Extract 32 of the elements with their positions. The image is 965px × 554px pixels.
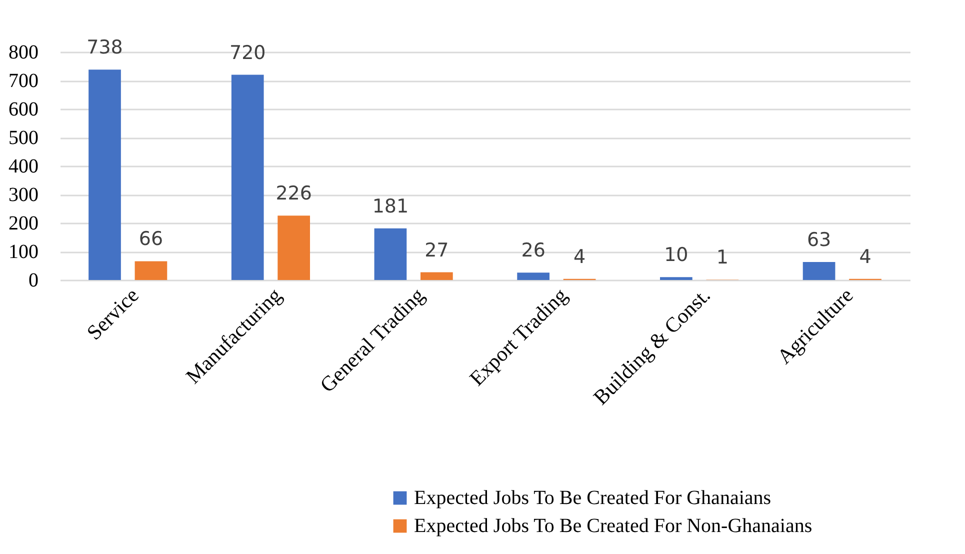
bar	[660, 277, 692, 280]
data-label: 26	[521, 240, 546, 262]
data-label: 27	[424, 239, 449, 262]
bar	[231, 74, 264, 280]
y-tick-label: 700	[8, 70, 38, 92]
y-tick-label: 500	[8, 127, 38, 149]
bar	[278, 216, 310, 280]
bar	[420, 272, 453, 280]
data-label: 10	[664, 244, 688, 266]
data-label: 1	[716, 246, 728, 269]
y-tick-label: 0	[28, 270, 38, 292]
bar	[802, 262, 836, 280]
bar	[374, 228, 407, 280]
data-label: 738	[86, 36, 123, 59]
bar	[88, 70, 121, 280]
y-tick-label: 600	[8, 98, 38, 120]
data-label: 66	[138, 228, 164, 250]
data-label: 4	[573, 246, 586, 268]
legend-label: Expected Jobs To Be Created For Ghanaians	[414, 487, 772, 509]
y-tick-label: 200	[8, 212, 38, 234]
data-label: 720	[229, 42, 266, 64]
y-tick-label: 400	[8, 156, 38, 178]
y-tick-label: 800	[8, 42, 38, 64]
legend-label: Expected Jobs To Be Created For Non-Ghanaians	[414, 515, 812, 537]
y-tick-label: 100	[8, 241, 38, 263]
bar	[134, 261, 168, 280]
data-label: 181	[372, 195, 409, 218]
y-tick-label: 300	[8, 184, 38, 206]
data-label: 4	[859, 246, 872, 268]
bar	[517, 272, 550, 280]
data-label: 226	[276, 182, 312, 205]
data-label: 63	[806, 229, 832, 252]
